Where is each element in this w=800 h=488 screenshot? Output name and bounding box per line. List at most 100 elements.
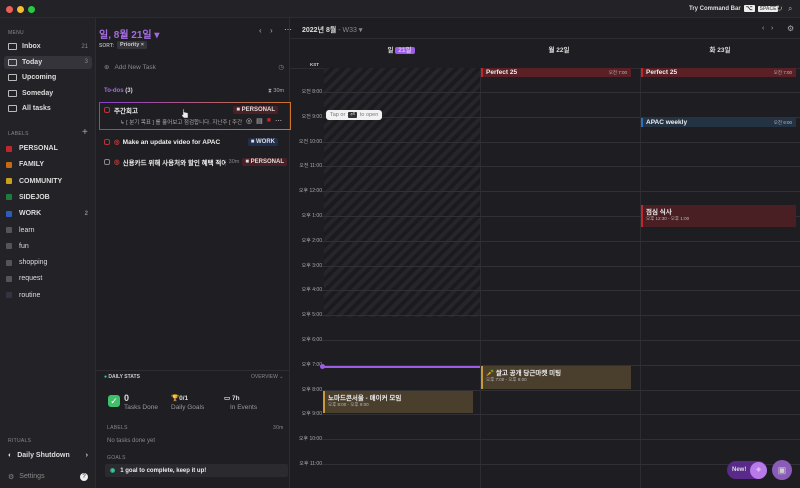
- goal-message[interactable]: ◉ 1 goal to complete, keep it up!: [105, 464, 288, 477]
- more-icon[interactable]: ⋯: [274, 118, 282, 125]
- new-features-button[interactable]: New! ◆: [727, 461, 767, 479]
- calendar-event[interactable]: 🥕 쌀고 공개 당근마켓 미팅 오후 7:00 - 오후 8:00: [481, 365, 631, 389]
- calendar-settings-icon[interactable]: ⚙: [787, 24, 795, 33]
- labels-heading: LABELS: [8, 131, 29, 137]
- sidebar-label-personal[interactable]: PERSONAL: [6, 142, 92, 155]
- sidebar-item-inbox[interactable]: Inbox 21: [4, 40, 92, 53]
- task-label-tag[interactable]: ■ PERSONAL: [242, 158, 287, 166]
- maximize-window-button[interactable]: [28, 6, 35, 13]
- current-time-line: [322, 366, 480, 368]
- gear-icon: ⚙: [8, 473, 15, 481]
- hour-line: [322, 340, 800, 341]
- hour-line: [322, 116, 800, 118]
- calendar-event[interactable]: 노마드콘서울 - 매이커 모임 오후 8:00 - 오후 9:00: [323, 390, 473, 414]
- sidebar-label-family[interactable]: FAMILY: [6, 158, 92, 171]
- notes-button[interactable]: ▣: [772, 460, 792, 480]
- sidebar-item-all-tasks[interactable]: All tasks: [4, 102, 92, 115]
- command-bar-button[interactable]: Try Command Bar ⌥ SPACE: [689, 5, 779, 12]
- daily-shutdown-button[interactable]: ◐ Daily Shutdown ›: [4, 449, 92, 462]
- add-task-input[interactable]: ⊕ Add New Task ◷: [100, 60, 290, 74]
- day-header[interactable]: 화 23일: [640, 44, 800, 54]
- calendar-event[interactable]: 점심 식사 오후 12:30 - 오후 1:00: [641, 204, 796, 228]
- tooltip: Tap or ⏎ to open: [326, 110, 383, 120]
- sidebar-label-work[interactable]: WORK 2: [6, 207, 92, 220]
- task-label-tag[interactable]: ■ WORK: [247, 138, 278, 146]
- sidebar-item-today[interactable]: Today 3: [4, 55, 92, 69]
- calendar-event[interactable]: APAC weekly 오전 9:00: [641, 117, 796, 127]
- task-checkbox[interactable]: [104, 139, 110, 145]
- sidebar-label-shopping[interactable]: shopping: [6, 256, 92, 269]
- space-key: SPACE: [757, 5, 779, 12]
- stats-labels-heading: LABELS: [107, 425, 128, 431]
- check-circle-icon[interactable]: ◎: [246, 118, 253, 125]
- divider: [96, 370, 290, 371]
- sidebar-item-upcoming[interactable]: Upcoming: [4, 71, 92, 84]
- plus-circle-icon: ⊕: [104, 64, 110, 71]
- search-icon[interactable]: ⌕: [788, 4, 793, 13]
- daily-stats-heading: DAILY STATS: [108, 374, 140, 380]
- overview-label: OVERVIEW: [251, 374, 278, 380]
- task-checkbox[interactable]: [104, 159, 110, 165]
- sidebar-item-someday[interactable]: Someday: [4, 87, 92, 100]
- label-count: 2: [84, 210, 88, 217]
- sidebar-label-learn[interactable]: learn: [6, 224, 92, 237]
- event-title: 노마드콘서울 - 매이커 모임: [328, 394, 402, 402]
- add-label-icon[interactable]: +: [82, 127, 88, 138]
- sort-chip[interactable]: Priority ×: [117, 41, 148, 49]
- calendar-month[interactable]: 2022년 8월 - W33 ▾: [302, 27, 363, 34]
- task-item[interactable]: 주간회고 ■ PERSONAL: [100, 102, 290, 118]
- sidebar-label-community[interactable]: COMMUNITY: [6, 175, 92, 188]
- task-panel: [96, 18, 290, 488]
- trophy-icon: 🏆: [171, 395, 180, 402]
- calendar-event[interactable]: Perfect 25 오전 7:00: [641, 68, 796, 78]
- sidebar-label-fun[interactable]: fun: [6, 240, 92, 253]
- title-bar: Try Command Bar ⌥ SPACE ↻ ⌕: [0, 0, 800, 18]
- calendar-icon[interactable]: ▤: [256, 118, 263, 125]
- label-name: FAMILY: [19, 161, 45, 169]
- minimize-window-button[interactable]: [17, 6, 24, 13]
- task-item[interactable]: ◎ Make an update video for APAC ■ WORK: [100, 134, 290, 150]
- refresh-icon[interactable]: ↻: [776, 4, 783, 13]
- bell-icon: ◆: [750, 461, 767, 479]
- hour-line: [322, 290, 800, 292]
- daily-goals-value: 🏆0/1: [171, 394, 188, 402]
- day-header[interactable]: 일 21일: [322, 44, 480, 54]
- clock-icon: ◷: [278, 64, 284, 71]
- hour-line: [322, 141, 800, 143]
- tasks-done-label: Tasks Done: [124, 404, 158, 411]
- label-name: PERSONAL: [19, 145, 58, 152]
- hour-label: 오전 11:00: [299, 163, 322, 170]
- more-options-icon[interactable]: ⋯: [284, 25, 292, 34]
- sidebar-label-request[interactable]: request: [6, 272, 92, 285]
- task-title: Make an update video for APAC: [122, 138, 221, 146]
- label-name: shopping: [19, 259, 48, 267]
- daily-stats-header[interactable]: ● DAILY STATS: [104, 374, 140, 380]
- event-title: Perfect 25: [646, 69, 678, 77]
- task-label-tag[interactable]: ■ PERSONAL: [233, 106, 278, 114]
- task-item[interactable]: ◎신용카드 위해 사용처와 할인 혜택 적어두기30m■ PERSONAL: [100, 154, 290, 170]
- events-hours: 7h: [231, 395, 240, 402]
- settings-button[interactable]: ⚙ Settings: [4, 470, 74, 483]
- sidebar-label-routine[interactable]: routine: [6, 289, 92, 302]
- date-title[interactable]: 일, 8월 21일 ▾: [99, 30, 160, 41]
- task-checkbox[interactable]: [104, 107, 110, 113]
- nav-icon: [8, 58, 17, 66]
- overview-dropdown[interactable]: OVERVIEW ⌄: [251, 374, 284, 380]
- day-header[interactable]: 월 22일: [480, 44, 638, 54]
- calendar-event[interactable]: Perfect 25 오전 7:00: [481, 68, 631, 78]
- help-button[interactable]: ?: [80, 473, 88, 481]
- next-day-button[interactable]: ›: [270, 26, 273, 35]
- todos-section-header[interactable]: To-dos (3): [104, 88, 133, 94]
- close-window-button[interactable]: [6, 6, 13, 13]
- next-week-button[interactable]: ›: [771, 25, 774, 32]
- goal-icon: ◉: [110, 468, 116, 474]
- sidebar-label-sidejob[interactable]: SIDEJOB: [6, 191, 92, 204]
- nav-label: Inbox: [22, 43, 41, 50]
- label-color-icon: [6, 194, 12, 201]
- prev-day-button[interactable]: ‹: [259, 26, 262, 35]
- event-time: 오후 12:30 - 오후 1:00: [646, 215, 690, 221]
- event-title: 🥕 쌀고 공개 당근마켓 미팅: [486, 369, 562, 377]
- label-icon[interactable]: ■: [266, 117, 271, 124]
- label-name: WORK: [19, 210, 42, 218]
- prev-week-button[interactable]: ‹: [762, 25, 765, 32]
